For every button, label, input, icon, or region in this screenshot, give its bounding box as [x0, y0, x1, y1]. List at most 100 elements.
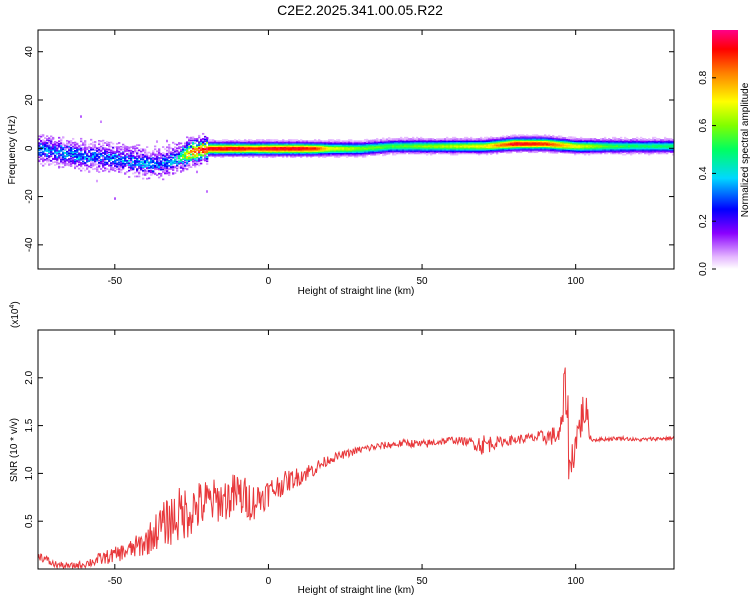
heatmap-cell — [640, 136, 643, 139]
heatmap-cell — [622, 145, 625, 148]
heatmap-cell — [358, 154, 361, 157]
heatmap-cell — [482, 151, 485, 154]
heatmap-cell — [266, 142, 269, 145]
heatmap-cell — [368, 153, 371, 155]
heatmap-cell — [286, 145, 289, 148]
heatmap-cell — [274, 141, 277, 144]
heatmap-cell — [366, 148, 369, 151]
heatmap-cell — [448, 140, 451, 143]
heatmap-cell — [352, 147, 355, 150]
heatmap-cell — [652, 142, 655, 145]
heatmap-cell — [282, 150, 285, 152]
heatmap-cell — [74, 147, 77, 149]
heatmap-cell — [206, 163, 209, 165]
heatmap-cell — [530, 147, 533, 150]
heatmap-cell — [488, 143, 491, 146]
heatmap-cell — [66, 152, 69, 155]
heatmap-cell — [392, 139, 395, 141]
heatmap-cell — [210, 144, 213, 146]
heatmap-cell — [358, 144, 361, 146]
heatmap-cell — [656, 140, 659, 143]
heatmap-cell — [222, 147, 225, 150]
heatmap-cell — [568, 145, 571, 148]
heatmap-cell — [96, 155, 99, 158]
heatmap-cell — [122, 152, 125, 154]
heatmap-cell — [338, 151, 341, 154]
heatmap-cell — [104, 158, 107, 161]
heatmap-cell — [570, 143, 573, 146]
heatmap-cell — [424, 139, 427, 141]
heatmap-cell — [146, 161, 149, 164]
heatmap-cell — [490, 136, 493, 139]
heatmap-cell — [166, 149, 169, 152]
heatmap-cell — [228, 150, 231, 152]
heatmap-cell — [322, 148, 325, 151]
heatmap-cell — [166, 146, 169, 149]
heatmap-cell — [478, 145, 481, 148]
heatmap-cell — [320, 145, 323, 148]
heatmap-cell — [498, 144, 501, 146]
heatmap-cell — [50, 153, 53, 156]
heatmap-cell — [360, 151, 363, 154]
heatmap-cell — [270, 140, 273, 143]
heatmap-cell — [582, 140, 585, 143]
heatmap-cell — [162, 167, 165, 169]
heatmap-cell — [52, 148, 55, 151]
heatmap-cell — [198, 157, 201, 160]
heatmap-cell — [616, 148, 619, 151]
heatmap-cell — [126, 148, 129, 151]
heatmap-cell — [468, 140, 471, 143]
heatmap-cell — [126, 171, 129, 173]
heatmap-cell — [652, 151, 655, 154]
heatmap-cell — [526, 140, 529, 143]
heatmap-cell — [504, 147, 507, 150]
heatmap-cell — [666, 139, 669, 141]
heatmap-cell — [422, 152, 425, 155]
heatmap-cell — [506, 143, 509, 146]
heatmap-cell — [542, 148, 545, 151]
heatmap-cell — [394, 146, 397, 149]
heatmap-cell — [254, 148, 257, 151]
heatmap-cell — [266, 145, 269, 148]
heatmap-cell — [216, 151, 219, 154]
heatmap-cell — [78, 157, 81, 160]
heatmap-cell — [544, 144, 547, 146]
heatmap-cell — [580, 139, 583, 141]
heatmap-cell — [316, 153, 319, 156]
heatmap-cell — [452, 139, 455, 141]
heatmap-cell — [124, 157, 127, 160]
heatmap-cell — [56, 163, 59, 165]
heatmap-cell — [320, 140, 323, 143]
heatmap-cell — [290, 147, 293, 150]
heatmap-cell — [278, 144, 281, 146]
heatmap-cell — [458, 139, 461, 141]
heatmap-cell — [414, 148, 417, 151]
heatmap-cell — [620, 141, 623, 144]
heatmap-cell — [510, 148, 513, 150]
heatmap-cell — [84, 146, 87, 149]
heatmap-cell — [200, 156, 203, 159]
heatmap-cell — [132, 146, 135, 149]
colorbar-tick-label: 0.6 — [698, 118, 709, 132]
heatmap-cell — [356, 150, 359, 152]
heatmap-cell — [636, 142, 639, 145]
heatmap-cell — [418, 152, 421, 155]
heatmap-cell — [522, 135, 525, 138]
heatmap-cell — [628, 148, 631, 151]
heatmap-cell — [140, 153, 143, 156]
heatmap-cell — [238, 154, 241, 157]
heatmap-cell — [584, 150, 587, 152]
heatmap-cell — [320, 150, 323, 152]
heatmap-cell — [526, 148, 529, 151]
heatmap-cell — [484, 136, 487, 139]
heatmap-cell — [440, 138, 443, 140]
heatmap-cell — [432, 141, 435, 144]
heatmap-cell — [576, 142, 579, 145]
heatmap-cell — [194, 148, 197, 150]
heatmap-cell — [272, 144, 275, 146]
heatmap-cell — [152, 159, 155, 162]
heatmap-cell — [62, 148, 65, 151]
heatmap-cell — [606, 146, 609, 149]
heatmap-cell — [614, 136, 617, 139]
